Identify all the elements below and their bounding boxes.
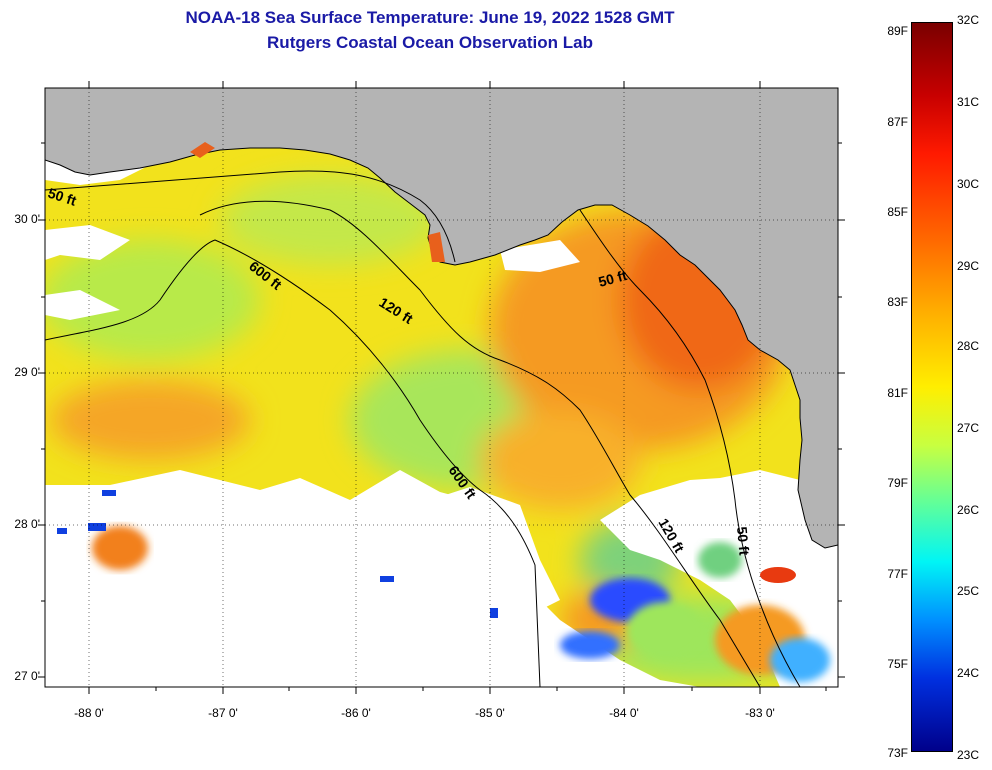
longitude-label: -86 0' — [341, 706, 371, 720]
land-area — [45, 88, 838, 549]
latitude-label: 30 0' — [14, 212, 40, 226]
longitude-label: -87 0' — [208, 706, 238, 720]
map-title-line2: Rutgers Coastal Ocean Observation Lab — [267, 33, 593, 52]
map-title-line1: NOAA-18 Sea Surface Temperature: June 19… — [185, 8, 675, 27]
contour-label: 50 ft — [597, 267, 629, 290]
longitude-label: -88 0' — [74, 706, 104, 720]
latitude-label: 29 0' — [14, 365, 40, 379]
colorbar-celsius-label: 28C — [957, 339, 980, 353]
temperature-colorbar — [911, 22, 953, 752]
colorbar-fahrenheit-label: 81F — [887, 386, 908, 400]
colorbar-celsius-label: 23C — [957, 748, 980, 762]
contour-label: 50 ft — [734, 526, 752, 556]
colorbar-celsius-label: 25C — [957, 584, 980, 598]
colorbar-fahrenheit-label: 73F — [887, 746, 908, 760]
colorbar-fahrenheit-label: 77F — [887, 567, 908, 581]
colorbar-fahrenheit-label: 79F — [887, 476, 908, 490]
colorbar-celsius-label: 24C — [957, 666, 980, 680]
latitude-label: 27 0' — [14, 669, 40, 683]
longitude-label: -84 0' — [609, 706, 639, 720]
coastal-warm-strip — [428, 232, 445, 262]
longitude-label: -85 0' — [475, 706, 505, 720]
axis-ticks — [38, 81, 845, 694]
colorbar-fahrenheit-label: 87F — [887, 115, 908, 129]
colorbar-celsius-label: 27C — [957, 421, 980, 435]
lat-lon-grid — [45, 88, 838, 687]
colorbar-fahrenheit-label: 85F — [887, 205, 908, 219]
partial-data-patches — [57, 490, 830, 682]
colorbar-celsius-label: 31C — [957, 95, 980, 109]
longitude-label: -83 0' — [745, 706, 775, 720]
colorbar-celsius-label: 32C — [957, 13, 980, 27]
colorbar-celsius-label: 29C — [957, 259, 980, 273]
colorbar-celsius-label: 26C — [957, 503, 980, 517]
depth-contours — [45, 170, 801, 687]
map-frame — [44, 87, 839, 688]
colorbar-fahrenheit-label: 75F — [887, 657, 908, 671]
colorbar-fahrenheit-label: 83F — [887, 295, 908, 309]
colorbar-celsius-label: 30C — [957, 177, 980, 191]
latitude-label: 28 0' — [14, 517, 40, 531]
colorbar-fahrenheit-label: 89F — [887, 24, 908, 38]
coastal-warm-strip — [190, 142, 215, 158]
